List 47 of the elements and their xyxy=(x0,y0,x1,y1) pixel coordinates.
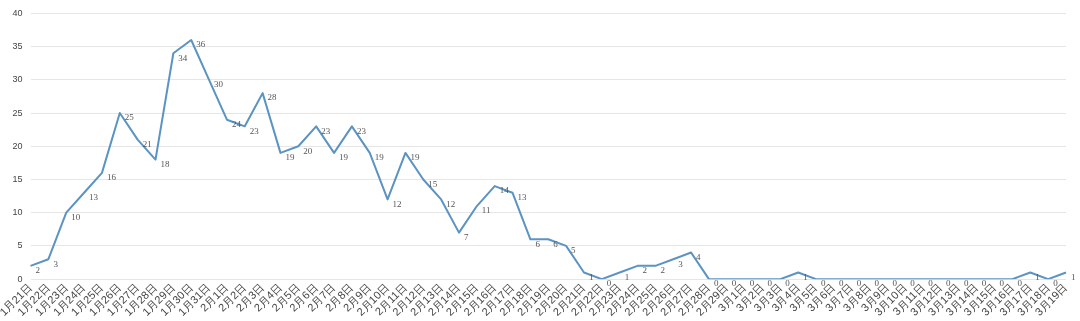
data-label: 1 xyxy=(588,271,594,282)
data-label: 13 xyxy=(517,192,528,203)
data-label: 13 xyxy=(89,192,99,203)
data-label: 1 xyxy=(1035,271,1040,282)
data-label: 15 xyxy=(428,178,438,189)
data-label: 23 xyxy=(249,125,260,136)
y-tick-label: 10 xyxy=(12,207,23,218)
y-tick-label: 0 xyxy=(17,273,23,284)
data-label: 2 xyxy=(642,265,648,276)
data-label: 16 xyxy=(106,172,117,183)
y-tick-label: 40 xyxy=(12,7,23,18)
data-label: 2 xyxy=(660,265,665,276)
data-label: 30 xyxy=(214,79,224,90)
y-tick-label: 15 xyxy=(12,173,23,184)
data-label: 18 xyxy=(160,158,170,169)
data-label: 3 xyxy=(678,258,684,269)
y-tick-label: 35 xyxy=(12,41,23,52)
data-label: 3 xyxy=(53,258,59,269)
y-tick-label: 25 xyxy=(12,107,23,118)
data-label: 25 xyxy=(124,112,135,123)
data-label: 6 xyxy=(553,238,559,249)
data-label: 4 xyxy=(696,251,702,262)
data-label: 28 xyxy=(267,92,278,103)
data-label: 12 xyxy=(446,198,456,209)
data-label: 2 xyxy=(35,265,41,276)
y-tick-label: 20 xyxy=(12,140,23,151)
data-label: 36 xyxy=(196,39,206,50)
data-label: 6 xyxy=(535,238,541,249)
data-label: 12 xyxy=(392,198,402,209)
data-label: 11 xyxy=(481,205,491,216)
data-label: 1 xyxy=(624,271,630,282)
data-label: 19 xyxy=(285,152,295,163)
y-tick-label: 30 xyxy=(12,74,23,85)
data-label: 23 xyxy=(321,125,331,136)
data-label: 19 xyxy=(339,152,349,163)
data-label: 1 xyxy=(803,271,808,282)
data-label: 1 xyxy=(1071,271,1076,282)
y-tick-label: 5 xyxy=(17,240,23,251)
data-label: 5 xyxy=(571,245,577,256)
data-label: 21 xyxy=(142,138,152,149)
data-label: 23 xyxy=(356,125,367,136)
data-label: 19 xyxy=(410,152,420,163)
data-label: 7 xyxy=(464,231,469,242)
data-label: 20 xyxy=(303,145,313,156)
data-label: 34 xyxy=(178,52,188,63)
data-label: 19 xyxy=(374,152,385,163)
data-label: 10 xyxy=(71,212,81,223)
